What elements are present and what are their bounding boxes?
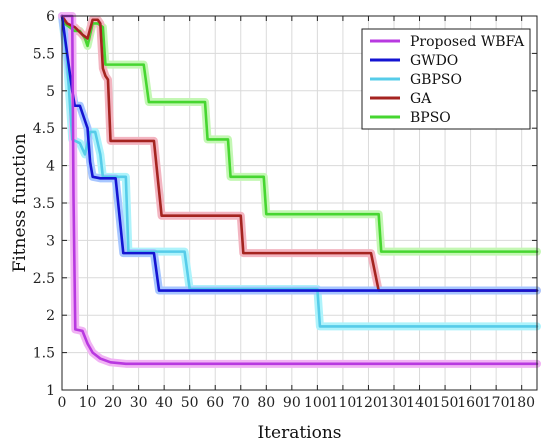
series-line-proposed-wbfa — [60, 14, 539, 366]
y-tick-labels: 1 1.5 2 2.5 3 3.5 4 4.5 5 5.5 6 — [33, 9, 55, 399]
y-tick-label: 1.5 — [33, 346, 55, 362]
y-tick-label: 2 — [46, 308, 55, 324]
x-tick-label: 100 — [304, 395, 331, 411]
y-tick-label: 5.5 — [33, 46, 55, 62]
x-tick-label: 80 — [257, 395, 275, 411]
x-tick-labels: 0 10 20 30 40 50 60 70 80 90 100110120130140150160… — [58, 395, 536, 411]
x-tick-label: 50 — [181, 395, 199, 411]
series-line-ga — [60, 14, 539, 292]
x-tick-label: 10 — [79, 395, 97, 411]
legend-label-bpso: BPSO — [410, 110, 451, 126]
y-tick-label: 3.5 — [33, 196, 55, 212]
series-line-layer — [60, 14, 539, 366]
x-tick-label: 110 — [330, 395, 357, 411]
x-tick-label: 180 — [508, 395, 535, 411]
x-tick-label: 70 — [232, 395, 250, 411]
legend-label-ga: GA — [410, 91, 432, 107]
x-tick-label: 140 — [406, 395, 433, 411]
y-tick-label: 4 — [46, 159, 55, 175]
series-line-gwdo — [60, 14, 539, 292]
x-tick-label: 60 — [206, 395, 224, 411]
legend-label-gwdo: GWDO — [410, 53, 458, 69]
y-tick-label: 3 — [46, 233, 55, 249]
x-tick-label: 0 — [58, 395, 67, 411]
x-tick-label: 20 — [104, 395, 122, 411]
series-line-gbpso — [60, 14, 539, 328]
legend: Proposed WBFA GWDO GBPSO GA BPSO — [361, 28, 531, 130]
legend-label-proposed-wbfa: Proposed WBFA — [410, 34, 525, 50]
y-tick-label: 5 — [46, 84, 55, 100]
x-tick-label: 90 — [283, 395, 301, 411]
x-tick-label: 170 — [483, 395, 510, 411]
x-axis-title: Iterations — [257, 423, 341, 443]
tick-marks — [61, 15, 537, 391]
x-tick-label: 160 — [457, 395, 484, 411]
x-tick-label: 30 — [130, 395, 148, 411]
x-tick-label: 120 — [355, 395, 382, 411]
y-tick-label: 6 — [46, 9, 55, 25]
y-tick-label: 4.5 — [33, 121, 55, 137]
x-tick-label: 150 — [432, 395, 459, 411]
x-tick-label: 40 — [155, 395, 173, 411]
legend-label-gbpso: GBPSO — [410, 72, 462, 88]
y-tick-label: 2.5 — [33, 271, 55, 287]
y-axis-title: Fitness function — [10, 133, 30, 272]
y-tick-label: 1 — [46, 383, 55, 399]
x-tick-label: 130 — [381, 395, 408, 411]
